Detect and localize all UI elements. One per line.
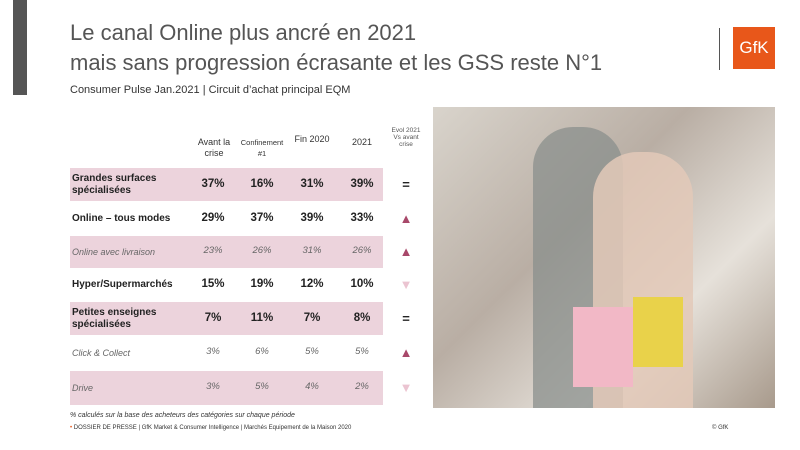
title: Le canal Online plus ancré en 2021 [70, 20, 417, 45]
cell: 26% [352, 245, 372, 256]
row-label: Drive [72, 371, 202, 405]
row-label: Grandes surfaces spécialisées [72, 168, 202, 201]
row-label-text: Click & Collect [72, 348, 131, 358]
row-label-text: Petites enseignes spécialisées [72, 306, 157, 330]
source-text: DOSSIER DE PRESSE | GfK Market & Consume… [73, 425, 352, 431]
cell: 37% [250, 211, 274, 224]
cell: 5% [305, 346, 319, 357]
evolution-icon: ▲ [399, 210, 413, 226]
row-label-text: Grandes surfaces spécialisées [72, 172, 157, 196]
row-label: Hyper/Supermarchés [72, 269, 202, 301]
cell: 7% [204, 311, 222, 324]
footnote: % calculés sur la base des acheteurs des… [70, 412, 295, 419]
cell: 39% [350, 177, 374, 190]
cell: 19% [250, 278, 274, 290]
cell: 12% [300, 278, 324, 290]
cell: 31% [302, 245, 322, 256]
row-label: Online avec livraison [72, 236, 202, 268]
column-header: Confinement #1 [240, 138, 284, 158]
cell: 2% [355, 381, 369, 392]
cell: 37% [201, 177, 225, 190]
evolution-icon: = [402, 176, 410, 192]
cell: 23% [203, 245, 223, 256]
row-label: Online – tous modes [72, 202, 202, 235]
evolution-icon: ▲ [399, 244, 413, 259]
row-label-text: Online – tous modes [72, 212, 171, 224]
row-band [70, 371, 383, 405]
cell: 10% [350, 278, 374, 290]
copyright: © GfK [712, 425, 729, 431]
row-label-text: Online avec livraison [72, 247, 156, 257]
evolution-icon: ▼ [399, 277, 413, 292]
cell: 3% [206, 381, 220, 392]
divider [719, 28, 720, 70]
column-header: Avant la crise [197, 137, 231, 158]
row-label-text: Drive [72, 383, 94, 393]
cell: 16% [250, 177, 274, 190]
column-header: Fin 2020 [294, 134, 330, 144]
cell: 11% [250, 311, 274, 324]
cell: 7% [303, 311, 321, 324]
row-label: Petites enseignes spécialisées [72, 302, 202, 335]
evolution-icon: ▲ [399, 345, 413, 360]
evolution-icon: = [402, 310, 410, 326]
source: • DOSSIER DE PRESSE | GfK Market & Consu… [70, 425, 352, 431]
column-header: Evol 2021 Vs avant crise [391, 127, 421, 148]
cell: 3% [206, 346, 220, 357]
cell: 8% [353, 311, 371, 324]
cell: 31% [300, 177, 324, 190]
side-bar [13, 0, 27, 95]
cell: 5% [355, 346, 369, 357]
subtitle: Consumer Pulse Jan.2021 | Circuit d’acha… [70, 84, 351, 96]
cell: 39% [300, 211, 324, 224]
logo: GfK [733, 27, 775, 69]
cell: 29% [201, 211, 225, 224]
cell: 15% [201, 278, 225, 290]
cell: 33% [350, 211, 374, 224]
cell: 6% [255, 346, 269, 357]
column-header: 2021 [351, 137, 373, 147]
title: mais sans progression écrasante et les G… [70, 50, 603, 75]
row-band [70, 168, 383, 201]
cell: 5% [255, 381, 269, 392]
photo [433, 107, 775, 408]
row-label: Click & Collect [72, 336, 202, 370]
row-label-text: Hyper/Supermarchés [72, 279, 173, 290]
cell: 26% [252, 245, 272, 256]
row-band [70, 236, 383, 268]
cell: 4% [305, 381, 319, 392]
evolution-icon: ▼ [399, 380, 413, 395]
row-band [70, 302, 383, 335]
